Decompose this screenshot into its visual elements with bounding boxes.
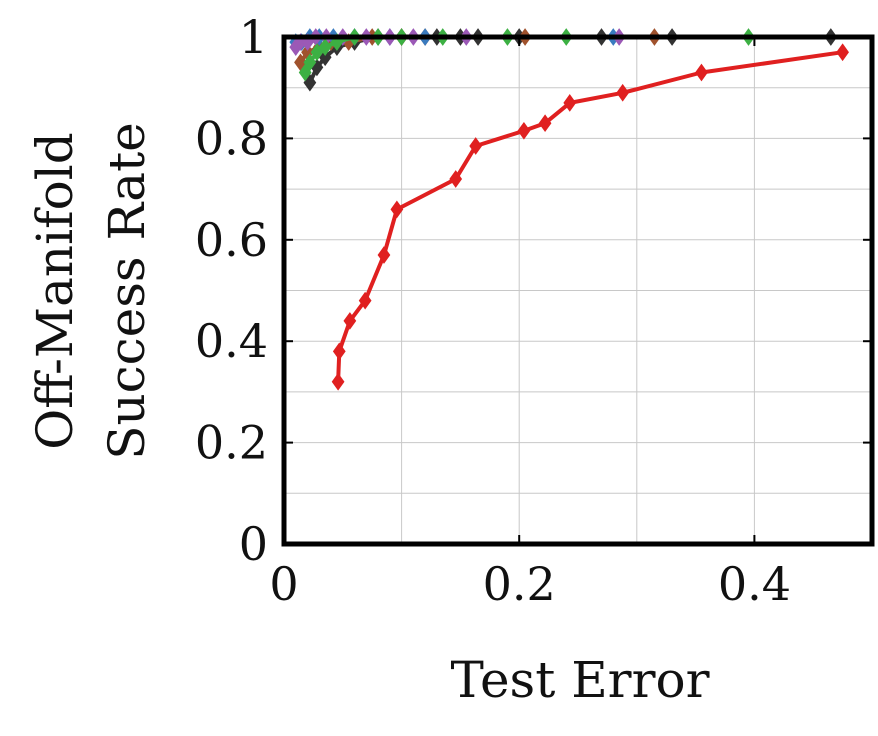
axes: 0 0.2 0.4 0 0.2 0.4 0.6 0.8 1 <box>195 10 872 611</box>
data-point <box>390 200 404 219</box>
y-tick-label: 1 <box>239 10 268 64</box>
series-layer <box>289 28 849 391</box>
data-point <box>303 53 317 72</box>
plot-frame <box>281 34 875 547</box>
data-point <box>358 291 372 310</box>
x-tick-label: 0 <box>269 557 298 611</box>
series-line <box>307 35 833 85</box>
y-tick-label: 0.8 <box>195 111 268 165</box>
data-point <box>836 43 849 62</box>
data-point <box>695 63 708 82</box>
x-tick-label: 0.4 <box>718 557 791 611</box>
data-point <box>563 94 577 112</box>
data-point <box>469 137 483 155</box>
data-point <box>449 170 463 188</box>
data-point <box>377 246 391 264</box>
data-point <box>332 342 346 361</box>
series-line <box>336 50 845 384</box>
x-tick-label: 0.2 <box>483 557 556 611</box>
y-tick-label: 0 <box>239 517 268 571</box>
data-point <box>517 121 531 140</box>
data-point <box>331 372 345 391</box>
y-axis-label-line-2: Success Rate <box>98 122 156 460</box>
data-point <box>538 114 552 133</box>
y-tick-label: 0.6 <box>195 213 268 267</box>
data-point <box>318 38 332 56</box>
y-tick-label: 0.4 <box>195 314 268 368</box>
grid <box>283 36 873 545</box>
series-6 <box>331 43 849 391</box>
y-axis-label-line-1: Off-Manifold <box>26 132 84 449</box>
data-point <box>343 312 357 330</box>
data-point <box>616 83 630 102</box>
x-axis-label: Test Error <box>450 651 709 709</box>
y-tick-label: 0.2 <box>195 416 268 470</box>
